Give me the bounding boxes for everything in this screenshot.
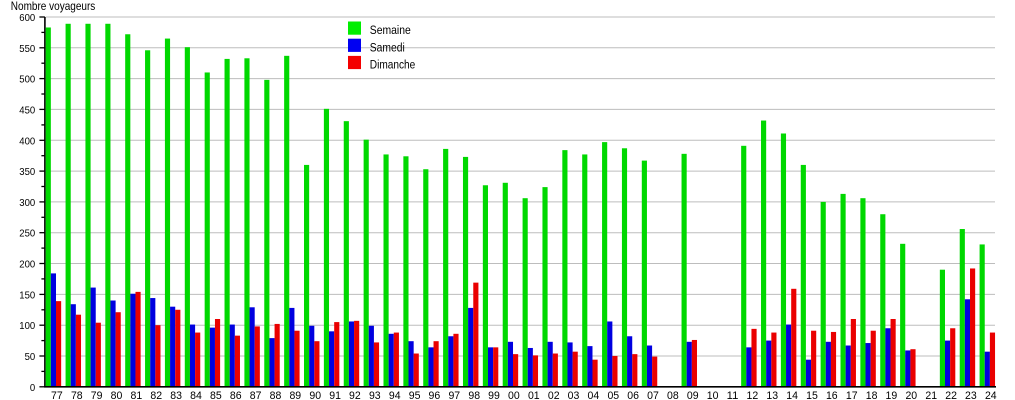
svg-text:Semaine: Semaine (370, 23, 411, 37)
svg-text:13: 13 (766, 390, 778, 400)
svg-text:12: 12 (747, 390, 759, 400)
svg-text:82: 82 (150, 390, 162, 400)
svg-text:Nombre voyageurs: Nombre voyageurs (11, 0, 96, 13)
svg-text:88: 88 (270, 390, 282, 400)
svg-text:Samedi: Samedi (370, 40, 405, 54)
svg-text:77: 77 (51, 390, 63, 400)
svg-text:89: 89 (289, 390, 301, 400)
svg-text:94: 94 (389, 390, 401, 400)
svg-text:83: 83 (170, 390, 182, 400)
svg-text:14: 14 (786, 390, 798, 400)
svg-text:02: 02 (548, 390, 560, 400)
svg-text:81: 81 (131, 390, 143, 400)
svg-text:98: 98 (468, 390, 480, 400)
svg-text:400: 400 (19, 136, 35, 147)
svg-text:24: 24 (985, 390, 997, 400)
svg-text:91: 91 (329, 390, 341, 400)
svg-text:86: 86 (230, 390, 242, 400)
svg-text:85: 85 (210, 390, 222, 400)
svg-text:09: 09 (687, 390, 699, 400)
svg-text:78: 78 (71, 390, 83, 400)
svg-text:350: 350 (19, 167, 35, 178)
svg-text:04: 04 (588, 390, 600, 400)
svg-text:97: 97 (448, 390, 460, 400)
svg-text:79: 79 (91, 390, 103, 400)
svg-text:84: 84 (190, 390, 202, 400)
svg-text:23: 23 (965, 390, 977, 400)
svg-text:03: 03 (568, 390, 580, 400)
svg-text:250: 250 (19, 229, 35, 240)
svg-text:50: 50 (25, 352, 36, 363)
svg-text:95: 95 (409, 390, 421, 400)
svg-text:22: 22 (945, 390, 957, 400)
svg-text:06: 06 (627, 390, 639, 400)
svg-text:11: 11 (727, 390, 739, 400)
svg-text:17: 17 (846, 390, 858, 400)
svg-text:99: 99 (488, 390, 500, 400)
svg-text:05: 05 (607, 390, 619, 400)
svg-text:550: 550 (19, 44, 35, 55)
svg-text:18: 18 (866, 390, 878, 400)
svg-text:92: 92 (349, 390, 361, 400)
svg-text:100: 100 (19, 321, 35, 332)
svg-text:96: 96 (429, 390, 441, 400)
svg-text:150: 150 (19, 290, 35, 301)
svg-text:200: 200 (19, 260, 35, 271)
svg-text:21: 21 (925, 390, 937, 400)
svg-text:00: 00 (508, 390, 520, 400)
svg-text:90: 90 (309, 390, 321, 400)
svg-text:300: 300 (19, 198, 35, 209)
svg-text:500: 500 (19, 75, 35, 86)
svg-text:07: 07 (647, 390, 659, 400)
svg-text:450: 450 (19, 105, 35, 116)
svg-text:Dimanche: Dimanche (370, 58, 416, 72)
svg-text:80: 80 (111, 390, 123, 400)
svg-text:01: 01 (528, 390, 540, 400)
svg-text:19: 19 (886, 390, 898, 400)
svg-text:87: 87 (250, 390, 262, 400)
svg-text:10: 10 (707, 390, 719, 400)
svg-text:16: 16 (826, 390, 838, 400)
svg-text:08: 08 (667, 390, 679, 400)
svg-text:0: 0 (30, 383, 36, 394)
svg-text:20: 20 (905, 390, 917, 400)
svg-text:93: 93 (369, 390, 381, 400)
svg-text:600: 600 (19, 13, 35, 24)
svg-text:15: 15 (806, 390, 818, 400)
